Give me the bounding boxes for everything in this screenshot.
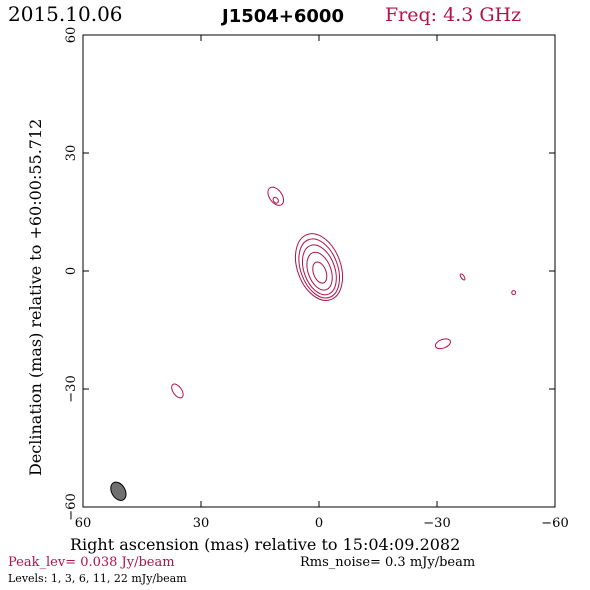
x-tick-label: 0 bbox=[315, 516, 323, 531]
x-tick-labels: 60 30 0 −30 −60 bbox=[75, 516, 569, 531]
x-tick-label: −30 bbox=[423, 516, 450, 531]
main-contour bbox=[294, 233, 344, 301]
y-tick-label: 0 bbox=[64, 267, 79, 275]
x-tick-label: 30 bbox=[193, 516, 210, 531]
minor-contour bbox=[434, 338, 451, 350]
peak-level: Peak_lev= 0.038 Jy/beam bbox=[8, 555, 175, 570]
x-axis-label: Right ascension (mas) relative to 15:04:… bbox=[70, 535, 460, 554]
axis-ticks bbox=[82, 34, 556, 508]
beam-ellipse bbox=[110, 481, 127, 501]
contour-levels: Levels: 1, 3, 6, 11, 22 mJy/beam bbox=[8, 572, 187, 585]
minor-contour bbox=[459, 273, 466, 281]
y-tick-label: 60 bbox=[64, 27, 79, 44]
y-tick-labels: 60 30 0 −30 −60 bbox=[64, 27, 79, 521]
minor-contour bbox=[171, 383, 184, 399]
x-tick-label: −60 bbox=[541, 516, 568, 531]
minor-contour bbox=[267, 186, 285, 206]
x-tick-label: 60 bbox=[75, 516, 92, 531]
main-contour bbox=[301, 244, 337, 296]
main-contour bbox=[312, 261, 328, 284]
y-tick-label: −30 bbox=[64, 375, 79, 402]
beam-layer bbox=[110, 481, 127, 501]
rms-noise: Rms_noise= 0.3 mJy/beam bbox=[300, 555, 475, 570]
y-axis-label: Declination (mas) relative to +60:00:55.… bbox=[26, 119, 45, 476]
y-tick-label: 30 bbox=[64, 145, 79, 162]
observation-date: 2015.10.06 bbox=[8, 2, 123, 26]
source-name: J1504+6000 bbox=[220, 6, 344, 27]
contour-lines bbox=[171, 186, 517, 399]
plot-frame bbox=[82, 34, 556, 508]
minor-contour bbox=[511, 290, 517, 296]
main-contour bbox=[298, 238, 340, 299]
minor-contour bbox=[272, 196, 279, 204]
frequency-label: Freq: 4.3 GHz bbox=[385, 4, 521, 26]
y-tick-label: −60 bbox=[64, 493, 79, 520]
main-contour bbox=[306, 251, 333, 291]
